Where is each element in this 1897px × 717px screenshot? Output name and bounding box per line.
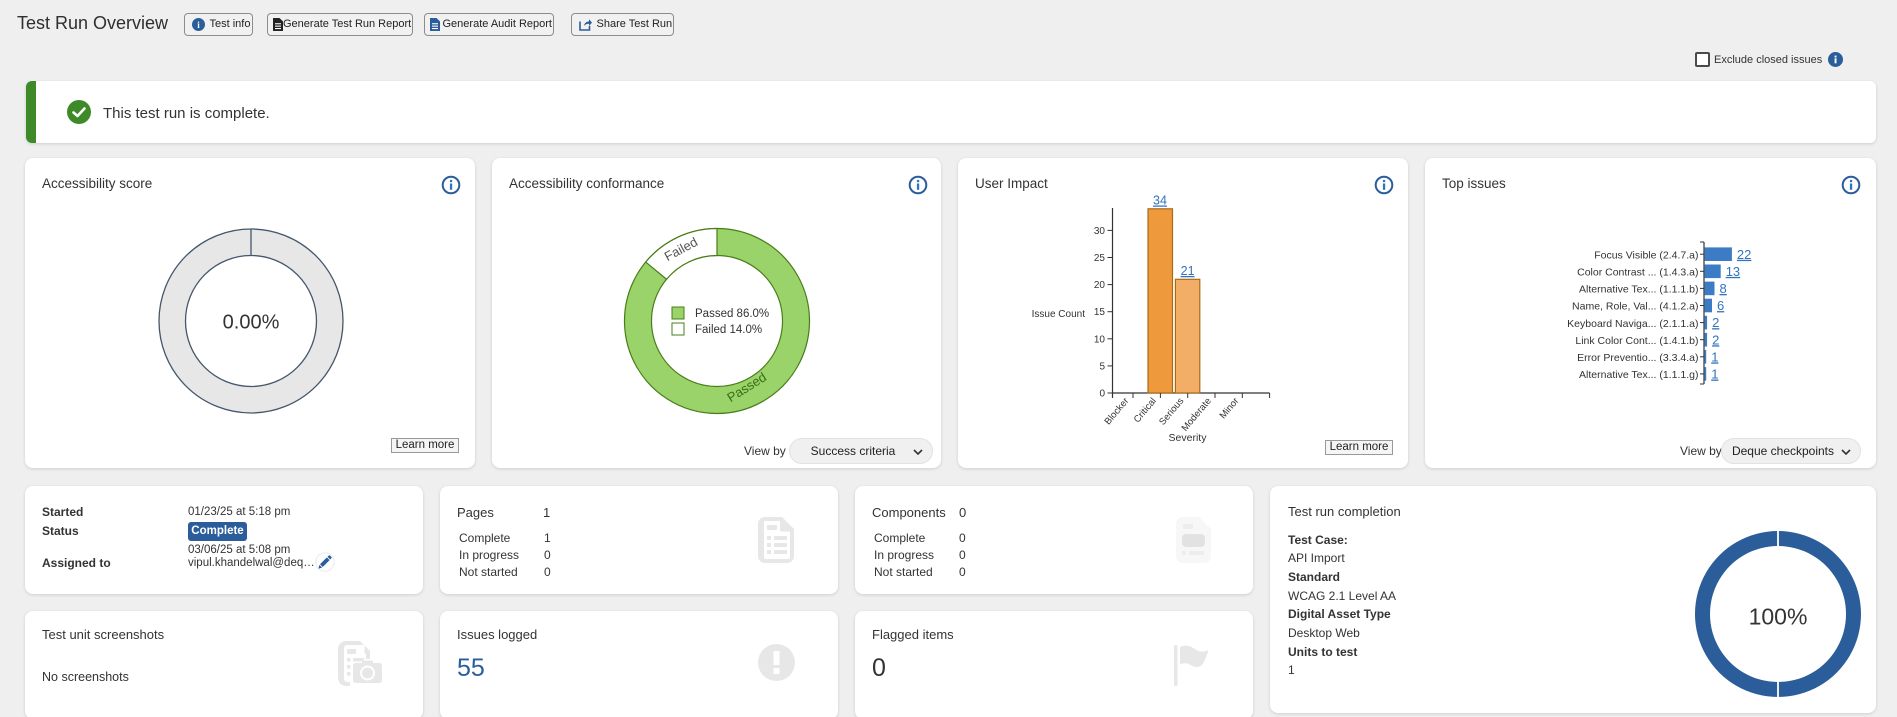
- svg-text:8: 8: [1720, 281, 1727, 296]
- svg-text:Moderate: Moderate: [1180, 396, 1214, 434]
- svg-text:100%: 100%: [1749, 604, 1808, 630]
- svg-text:1: 1: [1711, 367, 1718, 382]
- svg-text:Color Contrast ... (1.4.3.a): Color Contrast ... (1.4.3.a): [1577, 267, 1698, 279]
- svg-text:20: 20: [1094, 280, 1106, 291]
- svg-text:0.00%: 0.00%: [223, 312, 280, 334]
- svg-text:10: 10: [1094, 334, 1106, 345]
- svg-text:30: 30: [1094, 226, 1106, 237]
- svg-text:15: 15: [1094, 307, 1106, 318]
- svg-text:Alternative Tex... (1.1.1.b): Alternative Tex... (1.1.1.b): [1579, 284, 1698, 296]
- svg-text:Keyboard Naviga... (2.1.1.a): Keyboard Naviga... (2.1.1.a): [1567, 318, 1698, 330]
- svg-text:Issue Count: Issue Count: [1032, 309, 1086, 320]
- svg-text:Severity: Severity: [1169, 432, 1208, 444]
- svg-text:25: 25: [1094, 253, 1106, 264]
- svg-text:Error Preventio... (3.3.4.a): Error Preventio... (3.3.4.a): [1577, 352, 1698, 364]
- svg-text:2: 2: [1712, 315, 1719, 330]
- svg-text:Link Color Cont... (1.4.1.b): Link Color Cont... (1.4.1.b): [1575, 335, 1698, 347]
- svg-text:i: i: [197, 20, 200, 30]
- svg-text:Name, Role, Val... (4.1.2.a): Name, Role, Val... (4.1.2.a): [1572, 301, 1698, 313]
- svg-text:Blocker: Blocker: [1103, 396, 1132, 427]
- svg-text:1: 1: [1711, 349, 1718, 364]
- svg-text:5: 5: [1099, 361, 1105, 372]
- svg-text:34: 34: [1153, 194, 1167, 208]
- svg-text:Minor: Minor: [1218, 396, 1242, 421]
- svg-text:6: 6: [1717, 298, 1724, 313]
- svg-text:Failed 14.0%: Failed 14.0%: [695, 324, 762, 336]
- svg-text:Critical: Critical: [1132, 396, 1159, 425]
- svg-text:2: 2: [1712, 332, 1719, 347]
- svg-text:22: 22: [1737, 247, 1751, 262]
- svg-text:Alternative Tex... (1.1.1.g): Alternative Tex... (1.1.1.g): [1579, 369, 1698, 381]
- svg-text:13: 13: [1726, 264, 1740, 279]
- svg-text:Focus Visible (2.4.7.a): Focus Visible (2.4.7.a): [1594, 249, 1698, 261]
- svg-text:21: 21: [1181, 264, 1195, 278]
- svg-text:Passed 86.0%: Passed 86.0%: [695, 308, 769, 320]
- svg-text:0: 0: [1099, 389, 1105, 400]
